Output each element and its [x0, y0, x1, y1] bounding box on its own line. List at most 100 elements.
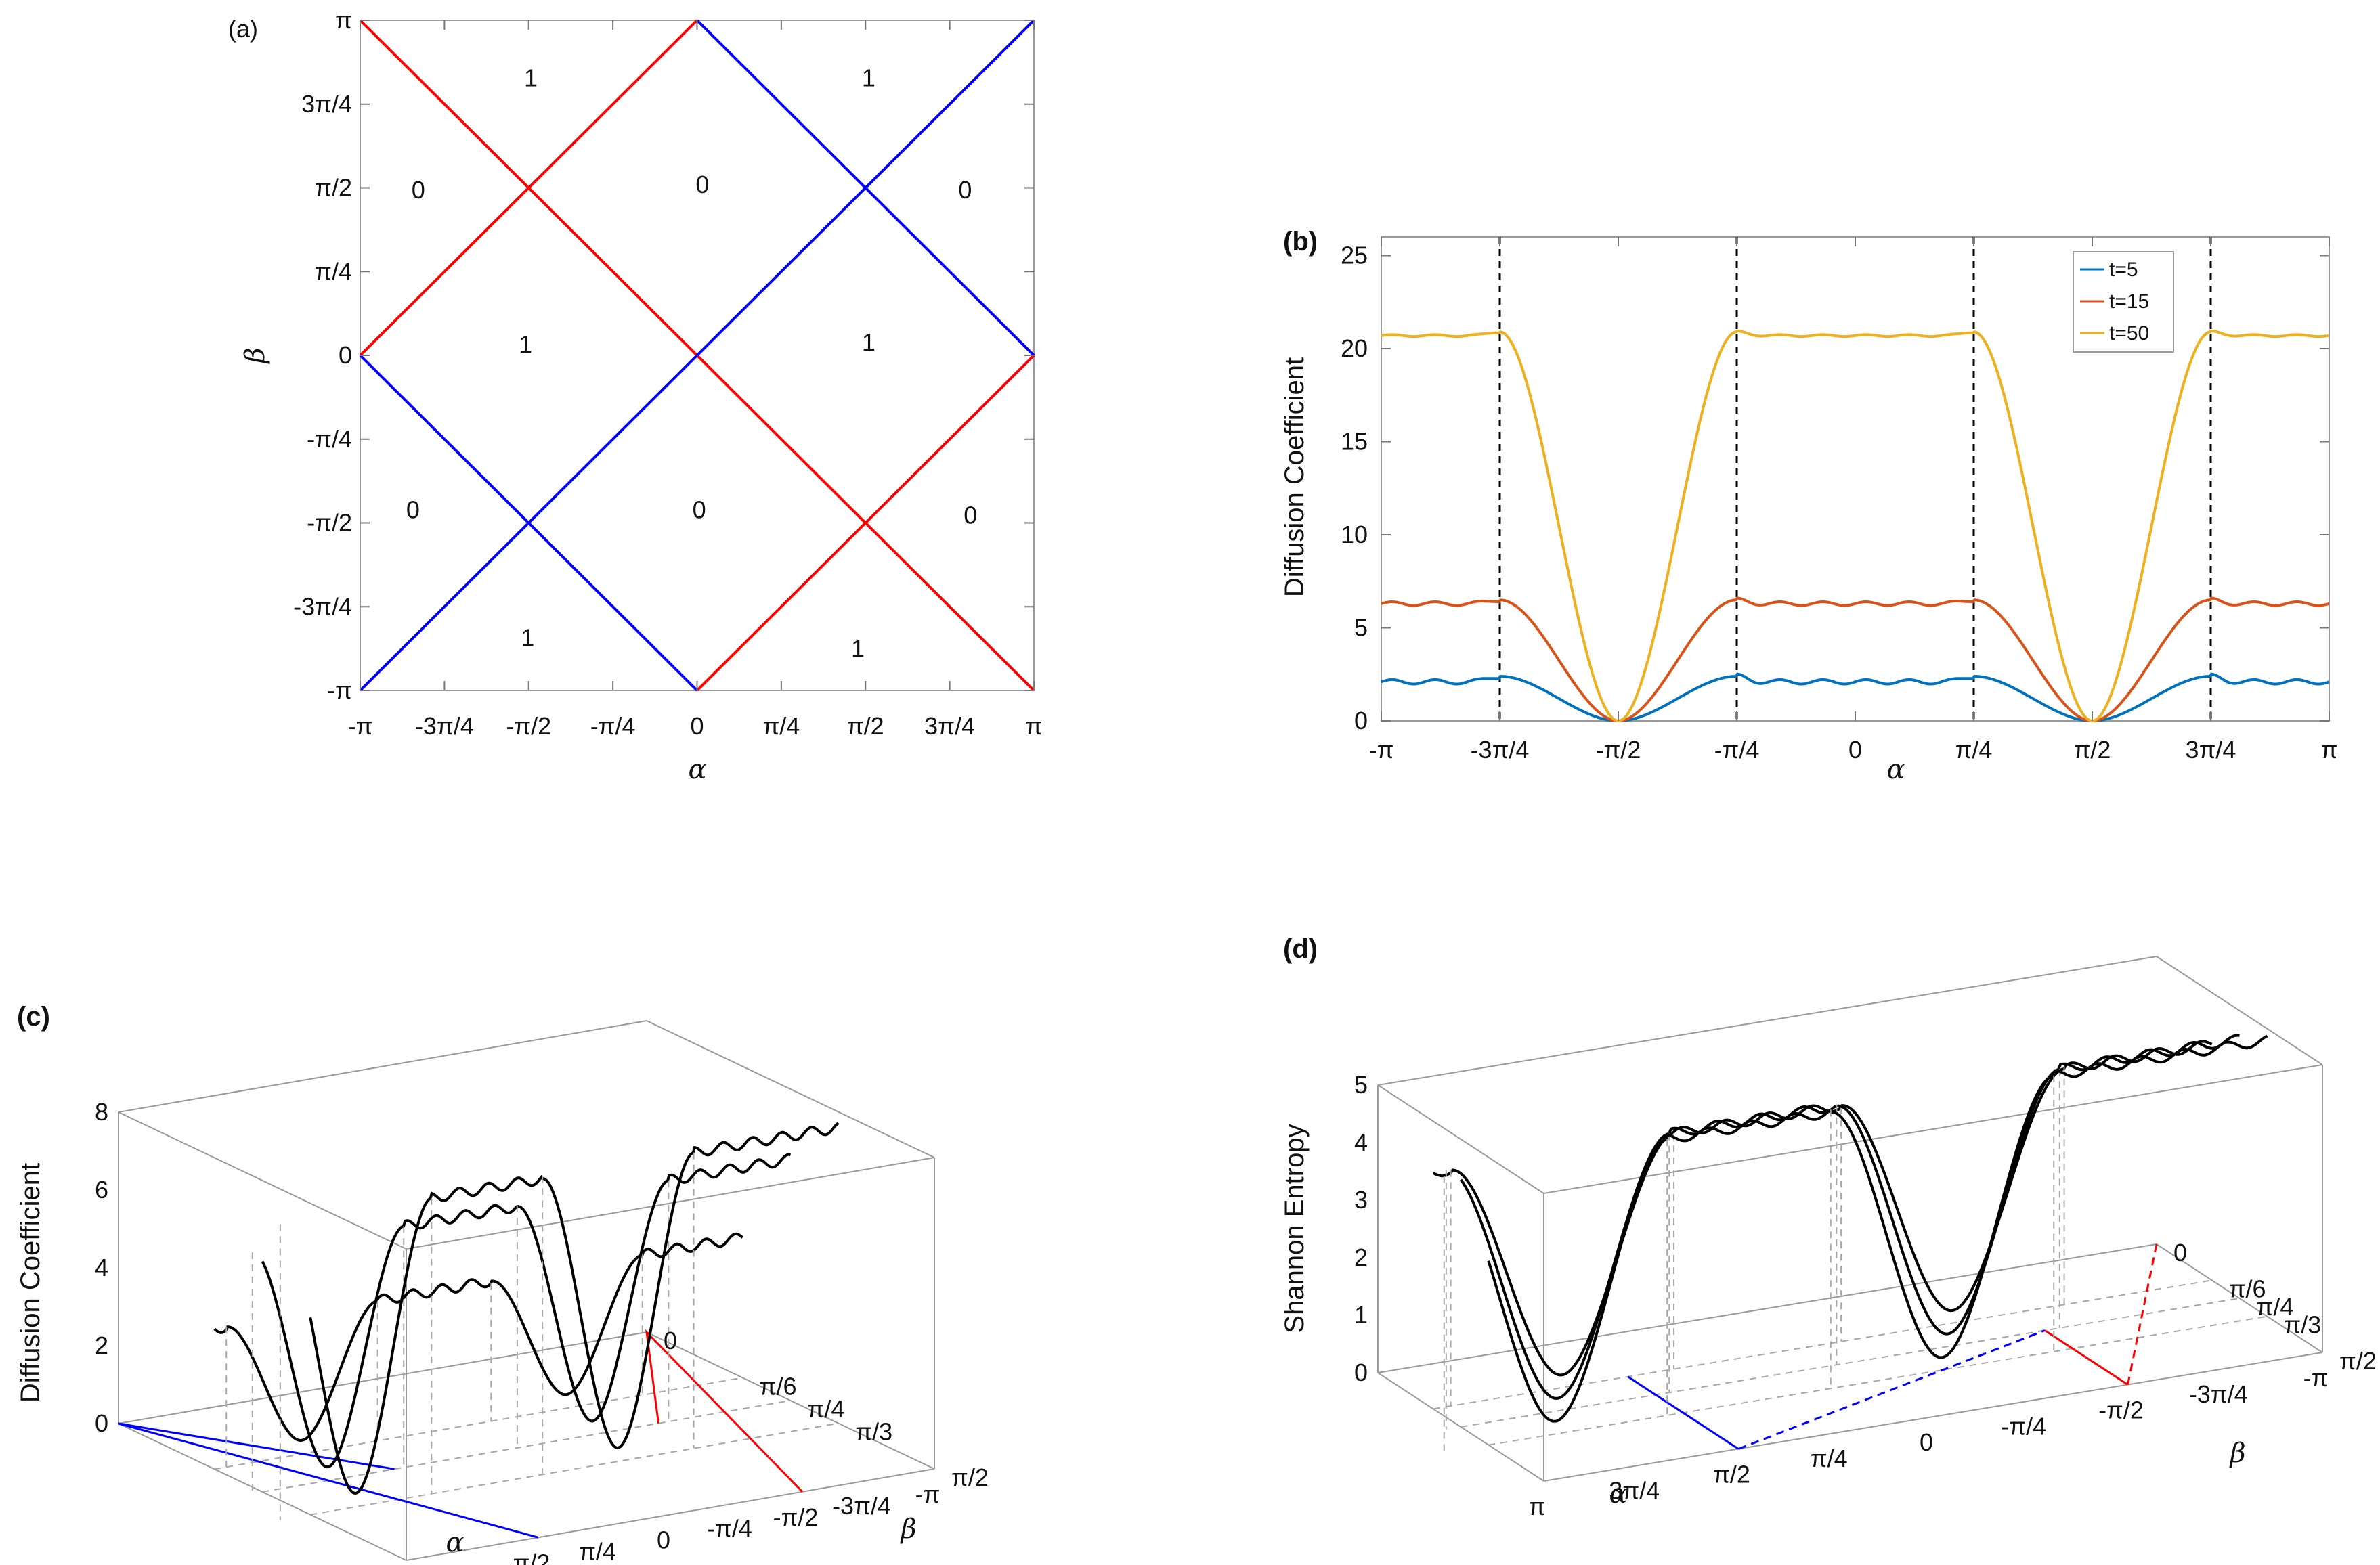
- y-tick-label: π/4: [315, 257, 352, 285]
- region-label-1: 1: [862, 64, 875, 91]
- d-y-tick-label: π/6: [2229, 1275, 2266, 1302]
- panel-b: (b) -π -3π/4 -π/2 -π/4 0 π/4 π/2 3π/4 π 0 5 10 15 20…: [1280, 227, 2337, 785]
- x-tick-label: π/2: [847, 712, 884, 740]
- boundary-line-4: [359, 19, 1035, 692]
- panel-a: (a) 1 1 0 0 0 1 1 0 0 0 1 1 -π -3π/4 -π/2 -π/4 0 π/4 π/2 3…: [228, 6, 1042, 785]
- region-label-8: 0: [693, 495, 706, 523]
- region-label-0: 1: [524, 64, 538, 91]
- x-tick-label: π: [2321, 736, 2338, 764]
- d-floor-line-2: [2044, 1329, 2129, 1386]
- c-x-tick-label: -3π/4: [832, 1492, 891, 1520]
- c-box-edge-10: [118, 1020, 647, 1113]
- c-x-tick-label: π/2: [513, 1549, 550, 1565]
- c-floor-gridline-0: [214, 1377, 743, 1470]
- c-z-tick-label: 6: [95, 1176, 108, 1204]
- y-tick-label: 0: [339, 341, 352, 369]
- panel-d-ylabel: β: [2228, 1438, 2245, 1469]
- y-tick-label: -3π/4: [293, 592, 352, 620]
- y-tick-label: 15: [1341, 428, 1368, 456]
- y-tick-label: -π/4: [307, 425, 352, 453]
- y-tick-label: 20: [1341, 334, 1368, 362]
- x-tick-label: -π/4: [1714, 736, 1760, 764]
- panel-c-xlabel: α: [446, 1527, 464, 1558]
- x-tick-label: 0: [690, 712, 704, 740]
- d-slice-curve-2: [1487, 1034, 2268, 1423]
- c-z-tick-label: 4: [95, 1254, 108, 1281]
- region-label-6: 1: [862, 328, 875, 356]
- c-box-edge-9: [646, 1020, 935, 1158]
- d-x-tick-label: -π: [2303, 1364, 2329, 1392]
- panel-b-ylabel: Diffusion Coefficient: [1280, 357, 1310, 597]
- c-floor-line-0: [118, 1422, 539, 1539]
- d-z-tick-label: 2: [1354, 1243, 1368, 1271]
- y-tick-label: π: [335, 6, 352, 34]
- x-tick-label: π: [1026, 712, 1043, 740]
- d-box-edge-9: [2156, 956, 2323, 1065]
- c-z-tick-label: 0: [95, 1409, 108, 1437]
- panel-b-frame: [1381, 236, 2330, 722]
- region-label-11: 1: [851, 634, 865, 662]
- legend-label-t50: t=50: [2109, 322, 2149, 345]
- y-tick-label: -π/2: [307, 509, 352, 537]
- legend-label-t15: t=15: [2109, 290, 2149, 313]
- d-x-tick-label: 3π/4: [1609, 1476, 1660, 1504]
- d-floor-gridline-1: [1461, 1298, 2240, 1428]
- c-z-tick-label: 2: [95, 1331, 108, 1359]
- series-line-t=5: [1381, 672, 2330, 722]
- d-floor-line-0: [1627, 1375, 1739, 1450]
- region-label-3: 0: [695, 171, 709, 198]
- panel-b-legend: t=5 t=15 t=50: [2073, 251, 2174, 353]
- region-label-10: 1: [521, 624, 534, 652]
- d-x-tick-label: -π/4: [2001, 1412, 2046, 1440]
- c-box-edge-0: [118, 1331, 647, 1424]
- x-tick-label: -π: [1369, 736, 1394, 764]
- d-box-edge-3: [1543, 1352, 2323, 1482]
- d-y-tick-label: π/4: [2257, 1293, 2294, 1321]
- boundary-line-5: [696, 19, 1035, 357]
- panel-d: (d) π3π/4π/2π/40-π/4-π/2-3π/4-π0π/6π/4π/…: [1280, 934, 2377, 1520]
- x-tick-label: -π/2: [1596, 736, 1641, 764]
- panel-a-label: (a): [228, 15, 258, 43]
- d-y-tick-label: 0: [2173, 1239, 2187, 1266]
- c-x-tick-label: -π/2: [773, 1503, 819, 1531]
- region-label-2: 0: [412, 176, 425, 204]
- c-x-tick-label: -π/4: [707, 1515, 752, 1543]
- d-box-edge-0: [1377, 1243, 2157, 1373]
- c-floor-gridline-1: [262, 1400, 791, 1493]
- c-floor-line-1: [645, 1329, 804, 1493]
- panel-d-label: (d): [1283, 934, 1318, 964]
- d-x-tick-label: π/4: [1811, 1445, 1848, 1472]
- d-floor-gridline-2: [1488, 1315, 2268, 1446]
- x-tick-label: 0: [1848, 736, 1862, 764]
- c-slice-curve-1: [261, 1153, 792, 1469]
- y-tick-label: 3π/4: [301, 90, 352, 118]
- d-z-tick-label: 1: [1354, 1301, 1368, 1329]
- panel-b-xlabel: α: [1886, 754, 1905, 785]
- c-box-edge-8: [406, 1157, 935, 1250]
- x-tick-label: -3π/4: [415, 712, 474, 740]
- c-box-edge-1: [646, 1331, 935, 1470]
- y-tick-label: -π: [327, 676, 352, 704]
- panel-d-zlabel: Shannon Entropy: [1280, 1124, 1310, 1333]
- panel-c: (c) π3π/4π/2π/40-π/4-π/2-3π/4-π0π/6π/4π/…: [16, 1002, 989, 1565]
- d-box-edge-7: [1377, 1084, 1544, 1194]
- c-y-tick-label: π/6: [760, 1372, 797, 1400]
- c-x-tick-label: -π: [915, 1480, 940, 1508]
- d-z-tick-label: 4: [1354, 1128, 1368, 1156]
- panel-c-ylabel: β: [899, 1514, 916, 1545]
- panel-c-label: (c): [17, 1002, 50, 1032]
- x-tick-label: 3π/4: [2186, 736, 2236, 764]
- panel-c-zlabel: Diffusion Coefficient: [16, 1163, 45, 1403]
- c-x-tick-label: 0: [657, 1526, 670, 1554]
- panel-b-label: (b): [1283, 227, 1318, 257]
- panel-d-xlabel: α: [1609, 1478, 1627, 1509]
- d-x-tick-label: π/2: [1713, 1461, 1750, 1489]
- legend-label-t5: t=5: [2109, 259, 2138, 281]
- d-y-tick-label: π/3: [2284, 1311, 2321, 1339]
- d-z-tick-label: 3: [1354, 1186, 1368, 1214]
- x-tick-label: -π: [348, 712, 373, 740]
- d-x-tick-label: -π/2: [2098, 1396, 2144, 1424]
- x-tick-label: -π/2: [506, 712, 551, 740]
- d-box-edge-10: [1377, 956, 2157, 1086]
